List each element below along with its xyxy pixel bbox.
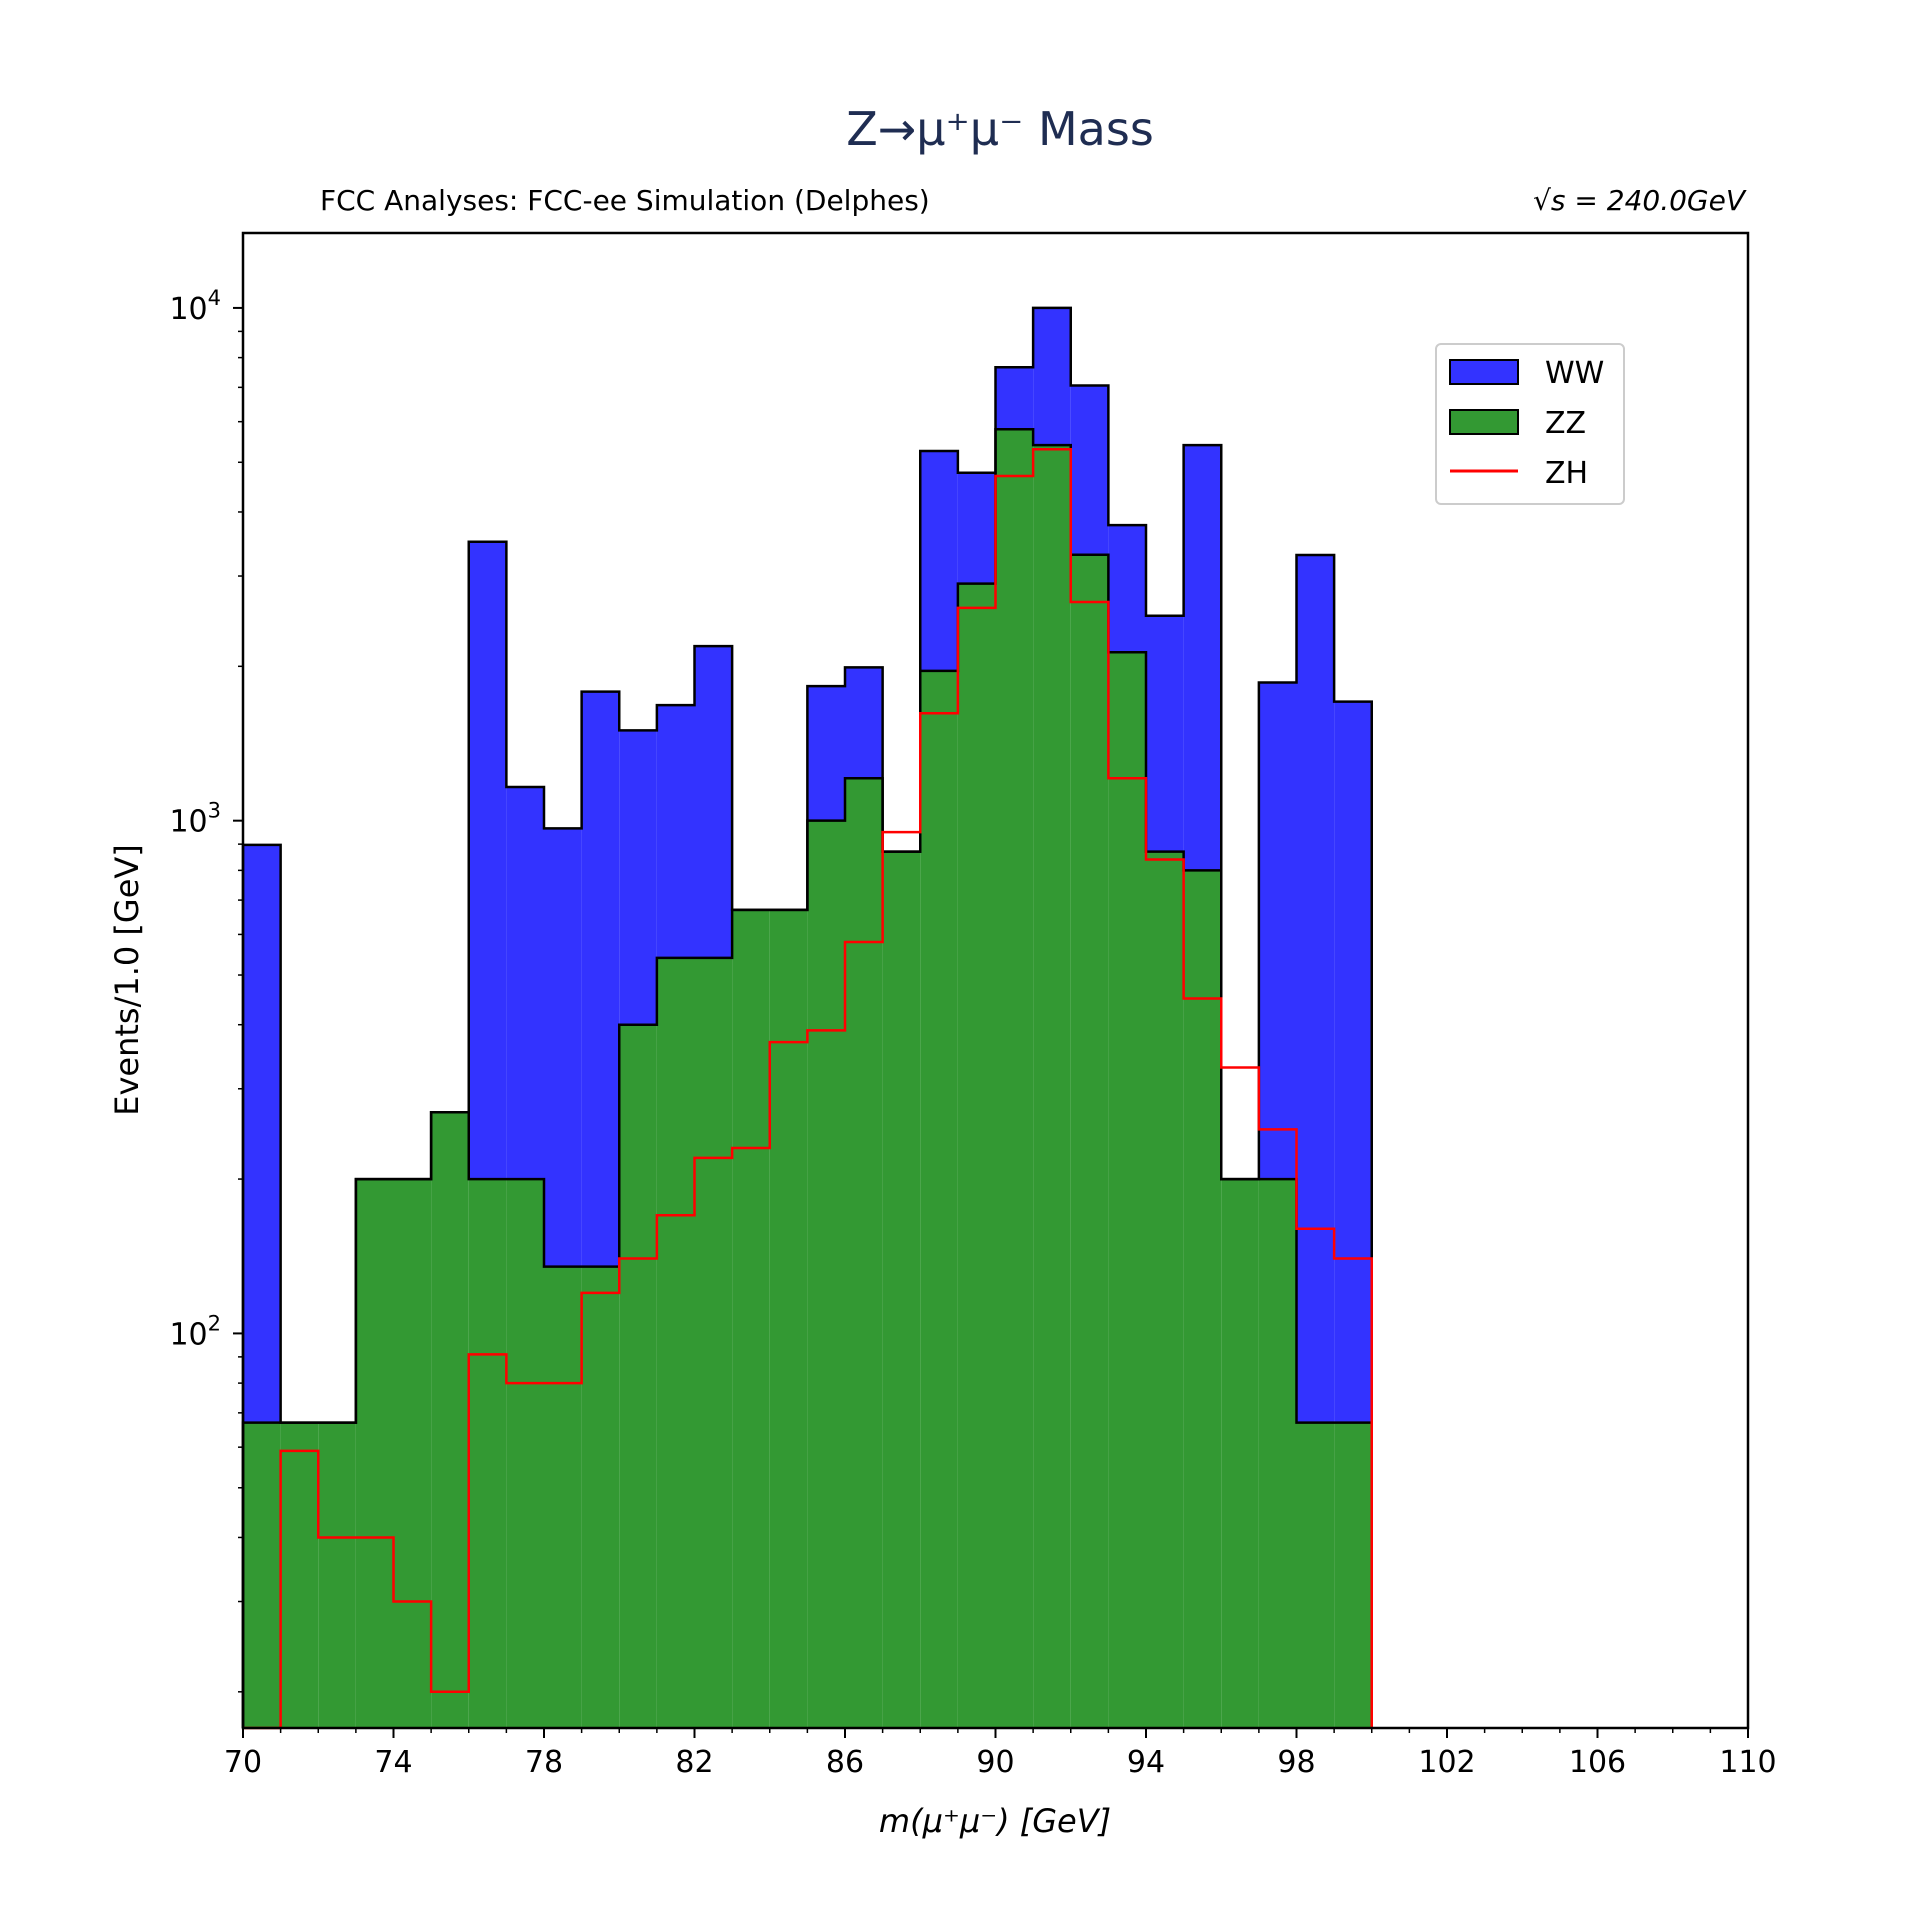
ww-bar [468,541,507,1180]
y-tick-label: 102 [169,1311,221,1352]
zz-bar [1296,1422,1335,1728]
ww-bar [694,646,733,958]
ww-bar [845,667,883,779]
ww-bar [995,367,1034,430]
zz-bar [393,1179,432,1728]
x-tick-label: 82 [675,1745,713,1780]
zz-bar [544,1266,582,1728]
legend-swatch-ww [1449,359,1519,385]
ww-bar [1108,525,1146,653]
x-tick-label: 98 [1277,1745,1315,1780]
axis-ticks: 70 74 78 82 86 90 94 98 102 106 110 102 103 104 [169,286,1776,1780]
ww-bar [619,730,657,1025]
histogram-layer [241,306,1373,1730]
y-tick-label: 104 [169,286,221,327]
legend-label-zh: ZH [1545,456,1588,491]
zz-bar [920,670,958,1728]
ww-bar [807,686,845,821]
y-tick-label: 103 [169,799,221,840]
x-tick-label: 110 [1719,1745,1776,1780]
x-axis-label: m(μ⁺μ⁻) [GeV] [879,1802,1111,1840]
plot-frame [241,231,1750,1730]
ww-bar [1258,682,1297,1180]
zz-bar [468,1179,507,1728]
zz-bar [355,1179,394,1728]
zz-bar [318,1422,356,1728]
zz-bar [431,1112,469,1728]
ww-bar [243,844,281,1423]
chart-subtitle-right: √s = 240.0GeV [1533,184,1747,217]
ww-bar [544,828,582,1267]
x-tick-label: 90 [976,1745,1014,1780]
zz-bar [1334,1422,1372,1728]
x-tick-label: 86 [826,1745,864,1780]
ww-outline [241,306,1373,1728]
zz-bar [769,909,808,1728]
y-axis-label: Events/1.0 [GeV] [108,844,146,1116]
zz-bar [882,851,921,1728]
zz-bar [1108,652,1146,1729]
legend-label-zz: ZZ [1545,406,1586,441]
zz-bar [1146,851,1184,1728]
zz-bar [845,778,883,1728]
legend: WW ZZ ZH [1435,343,1625,505]
zz-bar [1258,1179,1297,1728]
ww-bar [1070,385,1109,555]
ww-bar [1033,307,1071,446]
x-tick-label: 94 [1127,1745,1165,1780]
ww-bar [506,787,544,1180]
zz-bar [807,820,845,1728]
x-tick-label: 70 [224,1745,262,1780]
legend-label-ww: WW [1545,356,1604,391]
x-tick-label: 78 [525,1745,563,1780]
zh-step-line [243,448,1373,1730]
x-tick-label: 102 [1418,1745,1475,1780]
zz-bar [619,1024,657,1728]
x-tick-label: 106 [1569,1745,1626,1780]
zz-bar [1183,870,1222,1728]
ww-bar [656,705,695,958]
zz-bar [581,1266,620,1728]
zz-bar [1221,1179,1259,1728]
zz-bar [1070,554,1109,1728]
zz-bar [694,957,733,1728]
legend-swatch-zz [1449,409,1519,435]
zz-bar [243,1422,281,1728]
chart-title: Z→μ⁺μ⁻ Mass [846,102,1154,156]
ww-bar [1334,701,1372,1423]
zz-bar [280,1422,319,1728]
ww-bar [957,472,996,584]
zz-bar [732,909,770,1728]
zz-bar [995,429,1034,1728]
ww-bar [1296,555,1335,1423]
zz-bar [1033,445,1071,1729]
zz-bar [506,1179,544,1728]
x-tick-label: 74 [374,1745,412,1780]
ww-bar [920,450,958,671]
ww-bar [1183,445,1222,871]
ww-bar [1146,615,1184,852]
zz-bar [656,957,695,1728]
zz-bar [957,583,996,1729]
ww-bar [581,691,620,1267]
chart-subtitle-left: FCC Analyses: FCC-ee Simulation (Delphes… [320,184,930,217]
